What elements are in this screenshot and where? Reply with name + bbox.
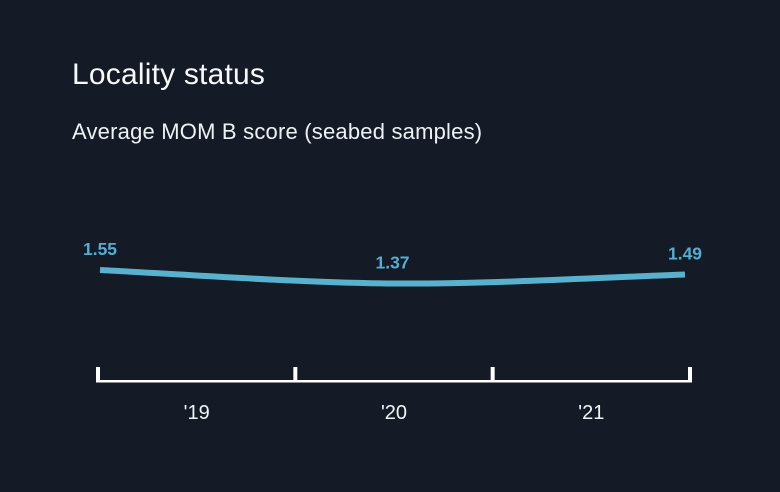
x-tick-label: '20 [381, 402, 407, 424]
x-tick-label: '19 [184, 402, 210, 424]
trend-line [99, 267, 686, 287]
data-label: 1.49 [668, 244, 702, 264]
x-tick-label: '21 [578, 402, 604, 424]
page-title: Locality status [72, 58, 266, 91]
data-label: 1.37 [375, 253, 409, 273]
axis-tick [293, 367, 298, 383]
axis-tick [688, 367, 692, 383]
x-axis-line [98, 380, 690, 383]
chart-subtitle: Average MOM B score (seabed samples) [72, 119, 483, 144]
axis-tick [490, 367, 495, 383]
data-label: 1.55 [83, 239, 117, 259]
axis-tick [96, 367, 100, 383]
